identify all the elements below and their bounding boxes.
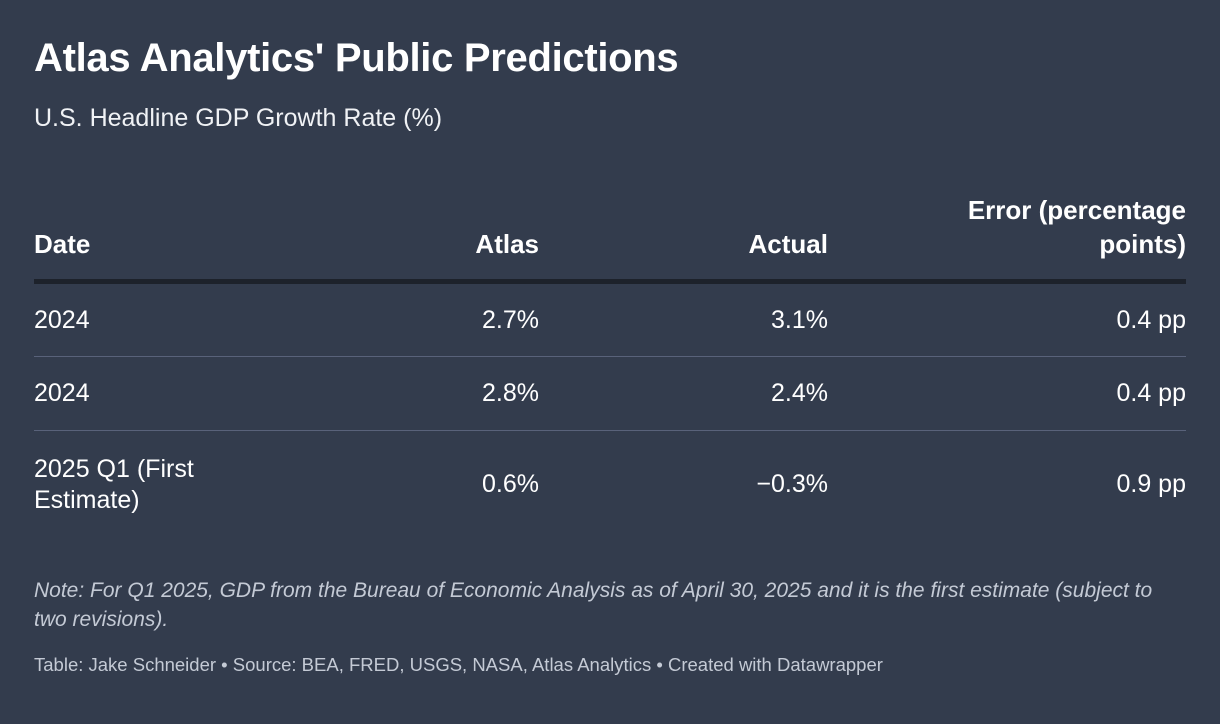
cell-atlas: 2.7% — [249, 281, 539, 357]
predictions-table: Date Atlas Actual Error (percentage poin… — [34, 193, 1186, 538]
cell-error: 0.4 pp — [828, 281, 1186, 357]
column-header-date[interactable]: Date — [34, 193, 249, 284]
chart-title: Atlas Analytics' Public Predictions — [34, 36, 679, 80]
cell-date: 2024 — [34, 356, 249, 431]
cell-error: 0.4 pp — [828, 356, 1186, 431]
cell-error: 0.9 pp — [1116, 470, 1186, 498]
cell-actual: −0.3% — [756, 470, 828, 498]
chart-footer: Table: Jake Schneider • Source: BEA, FRE… — [34, 654, 883, 675]
cell-atlas: 0.6% — [482, 470, 539, 498]
cell-date: 2024 — [34, 281, 249, 357]
cell-actual: 2.4% — [539, 356, 828, 431]
chart-subtitle: U.S. Headline GDP Growth Rate (%) — [34, 104, 443, 132]
column-header-error[interactable]: Error (percentage points) — [828, 193, 1186, 284]
table-header-row: Date Atlas Actual Error (percentage poin… — [34, 193, 1186, 284]
table-row: 2025 Q1 (First Estimate) 0.6% −0.3% 0.9 … — [34, 431, 1186, 539]
cell-actual: 3.1% — [539, 281, 828, 357]
cell-date: 2025 Q1 (First Estimate) — [34, 454, 194, 514]
cell-atlas: 2.8% — [249, 356, 539, 431]
table-row: 2024 2.8% 2.4% 0.4 pp — [34, 356, 1186, 431]
column-header-actual[interactable]: Actual — [539, 193, 828, 284]
chart-note: Note: For Q1 2025, GDP from the Bureau o… — [34, 579, 1153, 631]
column-header-atlas[interactable]: Atlas — [249, 193, 539, 284]
table-row: 2024 2.7% 3.1% 0.4 pp — [34, 281, 1186, 357]
